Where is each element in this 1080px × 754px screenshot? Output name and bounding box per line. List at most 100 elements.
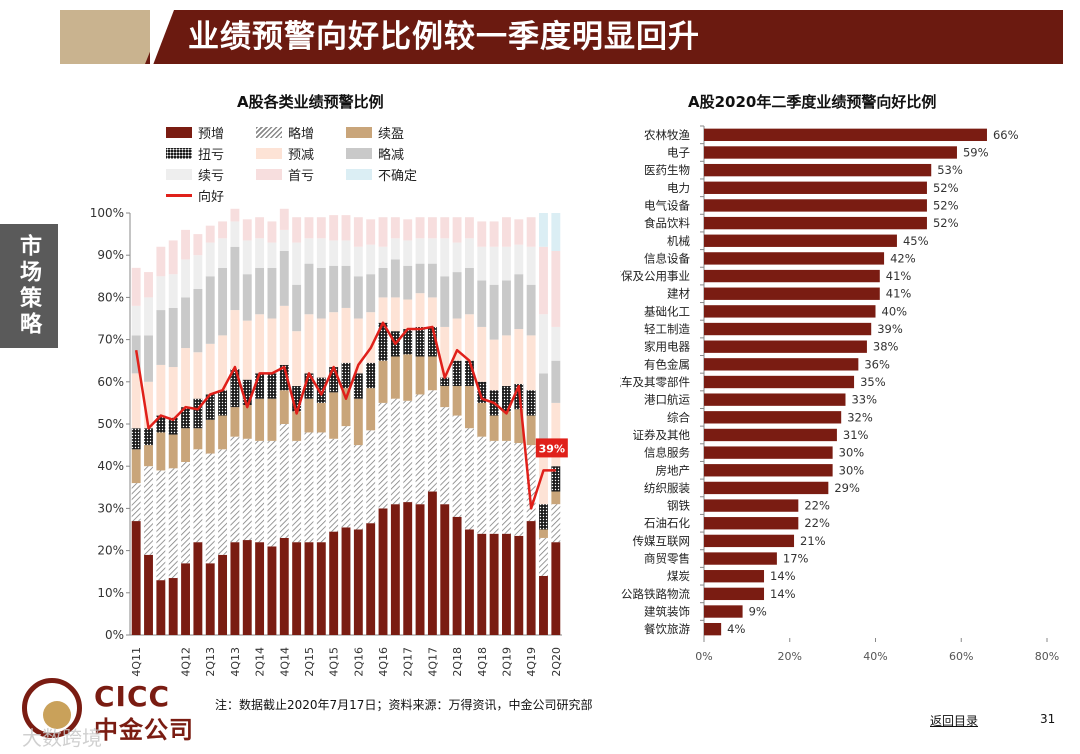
bar-segment xyxy=(353,276,363,319)
bar-segment xyxy=(193,449,203,543)
category-label: 港口航运 xyxy=(644,393,690,407)
bar-segment xyxy=(427,238,437,264)
bar-segment xyxy=(156,310,166,365)
bar-segment xyxy=(390,356,400,399)
bar-segment xyxy=(539,246,548,315)
bar-segment xyxy=(514,329,524,384)
bar-segment xyxy=(440,326,450,378)
bar-segment xyxy=(415,504,425,635)
bar-segment xyxy=(539,529,548,538)
y-tick-label: 10% xyxy=(97,586,124,600)
section-tab[interactable]: 市场策略 xyxy=(0,224,58,348)
bar xyxy=(704,375,855,389)
legend-item: 续盈 xyxy=(346,123,436,142)
section-tab-label: 市场策略 xyxy=(16,234,42,338)
bar-segment xyxy=(316,238,326,268)
bar xyxy=(704,340,867,353)
bar-segment xyxy=(168,240,178,275)
value-label: 9% xyxy=(749,605,767,619)
bar-segment xyxy=(378,297,388,323)
bar-segment xyxy=(131,428,141,450)
category-label: 建筑装饰 xyxy=(644,605,690,619)
x-tick-label: 4Q19 xyxy=(525,647,538,677)
bar-segment xyxy=(279,208,289,230)
bar-segment xyxy=(403,265,413,300)
bar-segment xyxy=(440,238,450,277)
bar-segment xyxy=(464,217,474,239)
bar-segment xyxy=(144,445,153,467)
bar-segment xyxy=(489,440,499,534)
bar-segment xyxy=(502,335,511,387)
y-tick-label: 70% xyxy=(97,333,124,347)
value-label: 39% xyxy=(877,322,903,336)
x-tick-label: 4Q15 xyxy=(328,647,341,677)
bar-segment xyxy=(366,362,376,389)
bar-segment xyxy=(304,542,314,635)
bar-segment xyxy=(242,240,252,275)
value-label: 52% xyxy=(933,216,959,230)
bar-segment xyxy=(292,386,302,412)
bar-segment xyxy=(316,217,326,239)
category-label: 石油石化 xyxy=(644,516,690,530)
bar-segment xyxy=(526,284,536,336)
category-label: 信息设备 xyxy=(644,251,690,265)
legend-label: 扭亏 xyxy=(198,147,225,163)
bar-segment xyxy=(378,402,388,509)
cicc-logo: CICC 中金公司 xyxy=(22,676,202,744)
bar-segment xyxy=(502,440,511,534)
bar-segment xyxy=(292,440,302,543)
bar-segment xyxy=(242,540,252,635)
x-tick-label: 4Q14 xyxy=(278,647,291,677)
bar-segment xyxy=(415,293,425,327)
bar-segment xyxy=(551,504,561,543)
bar-segment xyxy=(205,453,215,564)
bar-segment xyxy=(316,267,326,319)
bar xyxy=(704,358,859,371)
bar-segment xyxy=(341,240,351,266)
y-tick-label: 60% xyxy=(97,375,124,389)
bar-segment xyxy=(440,386,450,408)
bar-segment xyxy=(353,445,363,530)
legend-label: 向好 xyxy=(198,189,225,205)
x-tick-label: 2Q17 xyxy=(402,647,415,677)
bar-segment xyxy=(292,242,302,285)
bar-segment xyxy=(353,217,363,247)
category-label: 证券及其他 xyxy=(633,428,691,442)
bar-segment xyxy=(341,215,351,241)
bar-segment xyxy=(144,554,153,635)
bar-segment xyxy=(353,246,363,277)
bar xyxy=(704,393,846,406)
bar-segment xyxy=(205,563,215,635)
bar-segment xyxy=(242,274,252,321)
bar-segment xyxy=(181,259,190,298)
bar-segment xyxy=(230,542,240,635)
bar-segment xyxy=(415,263,425,294)
bar-segment xyxy=(316,432,326,543)
bar-segment xyxy=(477,246,487,281)
bar-segment xyxy=(489,533,499,635)
category-label: 煤炭 xyxy=(667,569,690,583)
bar-segment xyxy=(144,297,153,336)
bar-segment xyxy=(131,483,141,522)
category-label: 钢铁 xyxy=(667,499,690,513)
bar-segment xyxy=(230,221,240,247)
bar-segment xyxy=(156,364,166,416)
bar-segment xyxy=(489,221,499,247)
value-label: 31% xyxy=(843,428,869,442)
y-tick-label: 100% xyxy=(90,206,124,220)
bar-segment xyxy=(230,246,240,311)
back-to-contents-link[interactable]: 返回目录 xyxy=(930,714,979,728)
bar-segment xyxy=(131,521,141,635)
legend-swatch xyxy=(346,147,372,159)
bar-segment xyxy=(193,288,203,353)
bar-segment xyxy=(415,326,425,357)
bar-segment xyxy=(366,523,376,635)
bar xyxy=(704,605,743,618)
bar-segment xyxy=(390,238,400,260)
bar-segment xyxy=(477,326,487,382)
category-label: 公路铁路物流 xyxy=(621,587,690,601)
bar-segment xyxy=(218,221,228,239)
bar-segment xyxy=(539,575,548,635)
bar-segment xyxy=(415,356,425,395)
bar-segment xyxy=(279,229,289,251)
